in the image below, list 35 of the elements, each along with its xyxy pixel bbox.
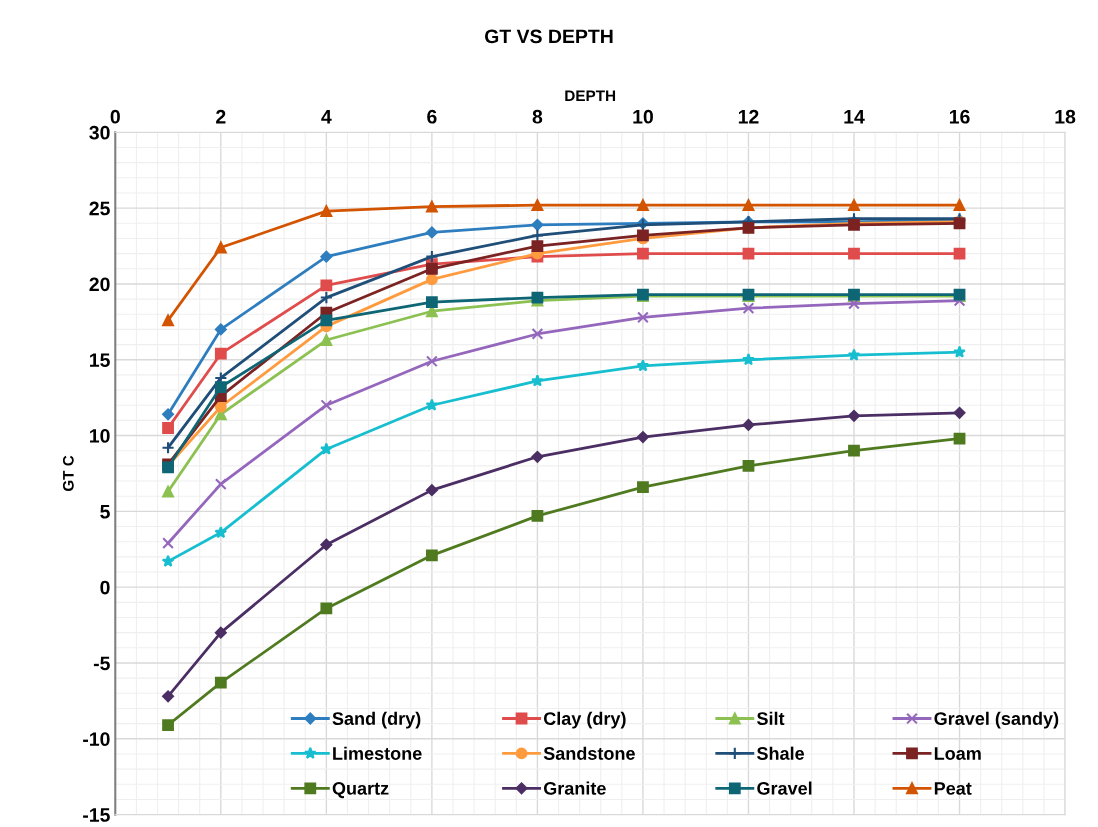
x-tick-label: 12 [738, 109, 759, 124]
x-tick-label: 4 [321, 110, 332, 124]
y-tick-label: -5 [93, 656, 110, 671]
legend-label: Loam [934, 747, 981, 760]
y-tick-label: 0 [100, 580, 110, 595]
y-tick-label: 30 [89, 125, 110, 140]
y-tick-label: -10 [83, 732, 110, 747]
y-tick-label: -15 [83, 808, 110, 822]
legend-label: Shale [756, 746, 805, 760]
x-tick-label: 14 [844, 110, 865, 124]
x-tick-label: 2 [216, 109, 226, 124]
y-tick-label: 20 [89, 277, 110, 292]
y-tick-label: 10 [90, 429, 110, 443]
legend-label: Clay (dry) [543, 711, 626, 729]
y-tick-label: 25 [89, 201, 110, 216]
x-tick-label: 8 [532, 109, 543, 124]
legend-label: Gravel [757, 781, 812, 795]
y-tick-label: 5 [100, 505, 110, 519]
x-tick-label: 18 [1055, 109, 1076, 124]
legend-label: Peat [934, 782, 972, 795]
legend-label: Granite [543, 781, 606, 795]
legend-label: Sandstone [543, 746, 635, 760]
legend-label: Sand (dry) [332, 711, 421, 729]
legend-label: Silt [756, 711, 785, 725]
y-axis-title: GT C [62, 455, 74, 492]
x-tick-label: 6 [427, 109, 437, 124]
x-tick-label: 16 [949, 109, 970, 124]
x-tick-label: 0 [110, 109, 120, 124]
chart-title: GT VS DEPTH [484, 29, 613, 44]
legend-label: Limestone [333, 746, 422, 760]
x-axis-title: DEPTH [565, 90, 616, 101]
x-tick-label: 10 [633, 109, 653, 124]
legend-label: Quartz [332, 781, 389, 799]
legend-label: Gravel (sandy) [934, 711, 1059, 729]
y-tick-label: 15 [90, 353, 110, 367]
